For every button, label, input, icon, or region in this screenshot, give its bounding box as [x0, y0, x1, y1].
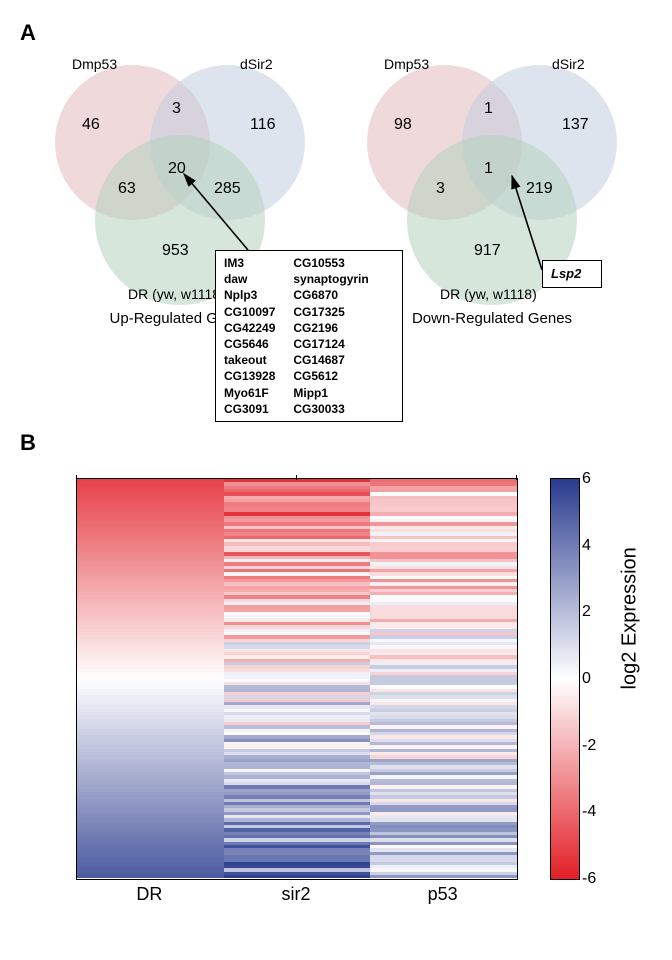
- gene-name: CG6870: [293, 287, 368, 303]
- venn-count: 116: [250, 116, 276, 134]
- heatmap: [76, 478, 518, 880]
- venn-count: 953: [162, 242, 189, 260]
- gene-name: CG17325: [293, 304, 368, 320]
- gene-list-col: IM3dawNplp3CG10097CG42249CG5646takeoutCG…: [224, 255, 275, 417]
- axis-tick: [516, 475, 517, 480]
- venn-label-dmp53: Dmp53: [72, 56, 117, 72]
- venn-count: 285: [214, 180, 241, 198]
- colorbar-tick: 6: [582, 470, 591, 488]
- colorbar-tick: 0: [582, 670, 591, 688]
- gene-list-col: CG10553synaptogyrinCG6870CG17325CG2196CG…: [293, 255, 368, 417]
- venn-count: 1: [484, 100, 493, 118]
- venn-count: 917: [474, 242, 501, 260]
- venn-count: 137: [562, 116, 589, 134]
- venn-count: 46: [82, 116, 100, 134]
- gene-name: CG17124: [293, 336, 368, 352]
- venn-label-dmp53: Dmp53: [384, 56, 429, 72]
- gene-name: CG5612: [293, 368, 368, 384]
- panel-a-label: A: [20, 20, 652, 46]
- colorbar: [550, 478, 580, 880]
- heatmap-xlabel: p53: [369, 884, 516, 905]
- colorbar-label: log2 Expression: [619, 547, 642, 689]
- venn-count: 98: [394, 116, 412, 134]
- heatmap-xlabel: DR: [76, 884, 223, 905]
- panel-a: Dmp53 dSir2 DR (yw, w1118) 46 116 3 63 2…: [20, 50, 652, 430]
- venn-label-dr: DR (yw, w1118): [128, 286, 225, 302]
- gene-list-up: IM3dawNplp3CG10097CG42249CG5646takeoutCG…: [215, 250, 403, 422]
- heatmap-xlabel: sir2: [223, 884, 370, 905]
- gene-name: Mipp1: [293, 385, 368, 401]
- heatmap-xlabels: DR sir2 p53: [76, 884, 516, 905]
- venn-count: 3: [172, 100, 181, 118]
- gene-name: CG14687: [293, 352, 368, 368]
- venn-count: 1: [484, 160, 493, 178]
- heatmap-column: [77, 479, 224, 879]
- gene-name: Nplp3: [224, 287, 275, 303]
- venn-count: 63: [118, 180, 136, 198]
- gene-list-down: Lsp2: [542, 260, 602, 288]
- gene-name: IM3: [224, 255, 275, 271]
- venn-label-dsir2: dSir2: [240, 56, 273, 72]
- panel-b-label: B: [20, 430, 652, 456]
- colorbar-tick: -6: [582, 870, 596, 888]
- gene-name: CG42249: [224, 320, 275, 336]
- venn-count: 3: [436, 180, 445, 198]
- gene-name: Lsp2: [551, 266, 581, 281]
- heatmap-column: [224, 479, 371, 879]
- gene-name: synaptogyrin: [293, 271, 368, 287]
- heatmap-column: [370, 479, 517, 879]
- gene-name: daw: [224, 271, 275, 287]
- colorbar-tick: -4: [582, 803, 596, 821]
- gene-name: CG13928: [224, 368, 275, 384]
- gene-name: CG5646: [224, 336, 275, 352]
- gene-name: CG10553: [293, 255, 368, 271]
- venn-count: 20: [168, 160, 186, 178]
- gene-name: CG3091: [224, 401, 275, 417]
- colorbar-tick: 2: [582, 603, 591, 621]
- venn-count: 219: [526, 180, 553, 198]
- colorbar-tick: 4: [582, 537, 591, 555]
- gene-name: CG10097: [224, 304, 275, 320]
- axis-tick: [296, 475, 297, 480]
- venn-label-dsir2: dSir2: [552, 56, 585, 72]
- gene-name: takeout: [224, 352, 275, 368]
- gene-name: CG2196: [293, 320, 368, 336]
- axis-tick: [76, 475, 77, 480]
- colorbar-tick: -2: [582, 737, 596, 755]
- venn-label-dr: DR (yw, w1118): [440, 286, 537, 302]
- gene-name: Myo61F: [224, 385, 275, 401]
- gene-name: CG30033: [293, 401, 368, 417]
- panel-b: DR sir2 p53 -6 -4 -2 0 2 4 6 log2 Expression: [20, 460, 652, 940]
